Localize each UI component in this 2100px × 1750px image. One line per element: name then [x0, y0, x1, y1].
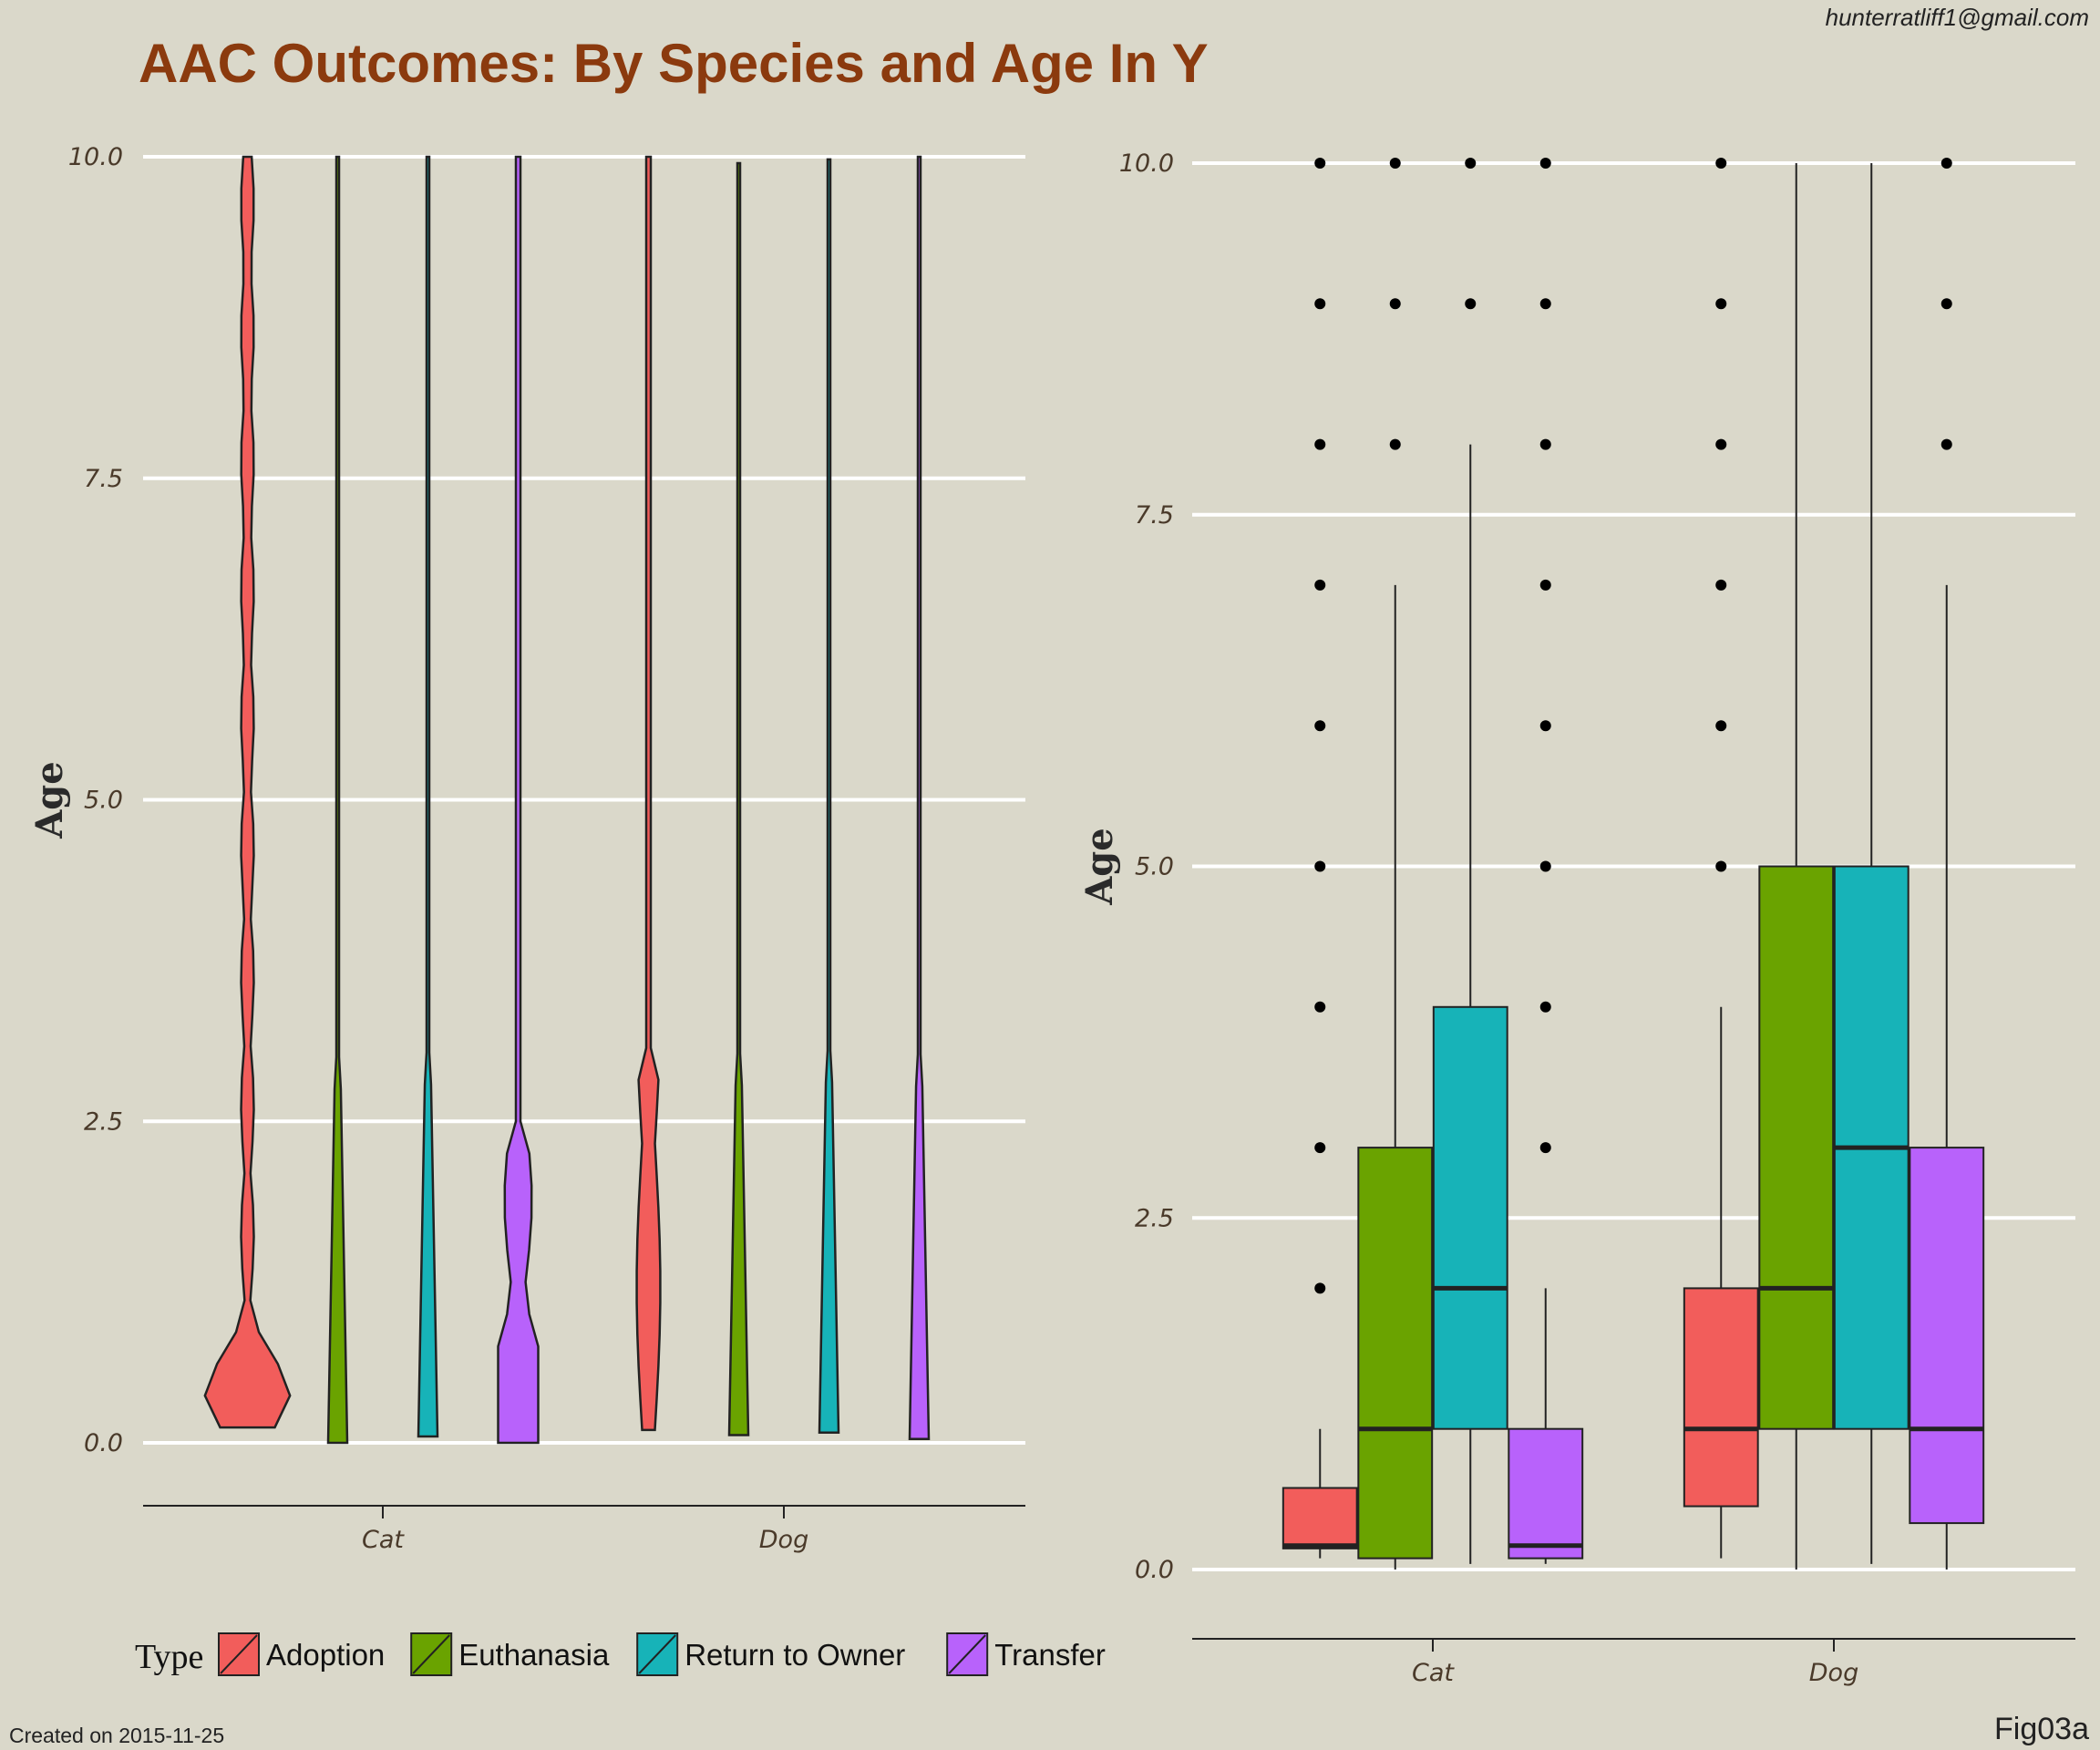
violin-cat-return-to-owner	[417, 155, 439, 1438]
legend-label: Adoption	[266, 1638, 385, 1672]
y-tick-label: 7.5	[84, 465, 123, 493]
outlier-point	[1940, 158, 1952, 169]
violin-cat-transfer	[497, 155, 540, 1445]
legend-label: Return to Owner	[685, 1638, 905, 1672]
box-body	[1432, 1005, 1508, 1430]
y-tick-label: 0.0	[84, 1429, 123, 1457]
legend-item-euthanasia: Euthanasia	[410, 1632, 610, 1676]
outlier-point	[1314, 1001, 1326, 1013]
x-tick-label: Dog	[759, 1526, 808, 1554]
outlier-point	[1715, 860, 1727, 872]
box-cat-return-to-owner	[1432, 158, 1508, 1564]
outlier-point	[1715, 298, 1727, 310]
outlier-point	[1314, 438, 1326, 450]
box-body	[1758, 865, 1835, 1430]
outlier-point	[1940, 298, 1952, 310]
box-body	[1909, 1147, 1985, 1525]
y-tick-label: 2.5	[1135, 1204, 1174, 1232]
box-dog-euthanasia	[1758, 163, 1835, 1570]
box-body	[1282, 1487, 1358, 1549]
box-body	[1508, 1427, 1584, 1560]
outlier-point	[1389, 158, 1401, 169]
violin-cat-euthanasia	[326, 155, 349, 1445]
chart-title: AAC Outcomes: By Species and Age In Y	[139, 33, 1209, 94]
outlier-point	[1539, 298, 1551, 310]
outlier-point	[1539, 860, 1551, 872]
violin-dog-adoption	[635, 155, 662, 1432]
violin-y-axis-label: Age	[28, 761, 71, 839]
y-tick-label: 10.0	[1119, 149, 1174, 178]
box-dog-adoption	[1683, 158, 1759, 1559]
violin-cat-adoption	[203, 155, 292, 1429]
outlier-point	[1715, 579, 1727, 591]
y-tick-label: 10.0	[68, 143, 123, 171]
legend: Type Adoption Euthanasia Return to Owner Tr…	[135, 1632, 1106, 1676]
outlier-point	[1314, 720, 1326, 732]
x-tick-label: Cat	[1412, 1659, 1455, 1687]
box-body	[1357, 1147, 1434, 1560]
violin-gridlines: 0.0 2.5 5.0 7.5 10.0	[68, 143, 1025, 1457]
violin-dog-return-to-owner	[818, 158, 840, 1434]
outlier-point	[1314, 1142, 1326, 1154]
box-body	[1683, 1287, 1759, 1508]
outlier-point	[1539, 1142, 1551, 1154]
outlier-point	[1314, 579, 1326, 591]
violin-dog-transfer	[908, 155, 931, 1441]
boxplot-y-axis-label: Age	[1078, 828, 1121, 905]
x-tick-label: Dog	[1809, 1659, 1858, 1687]
legend-item-transfer: Transfer	[946, 1632, 1106, 1676]
outlier-point	[1715, 438, 1727, 450]
legend-swatch-slash	[638, 1634, 676, 1674]
outlier-point	[1715, 720, 1727, 732]
created-date: Created on 2015-11-25	[9, 1724, 224, 1747]
outlier-point	[1314, 1282, 1326, 1294]
figure-id: Fig03a	[1994, 1712, 2089, 1746]
y-tick-label: 2.5	[84, 1107, 123, 1136]
legend-item-adoption: Adoption	[218, 1632, 385, 1676]
outlier-point	[1539, 438, 1551, 450]
outlier-point	[1539, 579, 1551, 591]
legend-swatch-slash	[220, 1634, 258, 1674]
legend-item-return-to-owner: Return to Owner	[636, 1632, 905, 1676]
outlier-point	[1389, 438, 1401, 450]
outlier-point	[1539, 720, 1551, 732]
violin-panel: 0.0 2.5 5.0 7.5 10.0 Cat Dog Age	[28, 143, 1025, 1554]
y-tick-label: 7.5	[1135, 501, 1174, 530]
outlier-point	[1465, 158, 1477, 169]
boxplot-panel: 0.0 2.5 5.0 7.5 10.0 Cat Dog Age	[1078, 149, 2075, 1687]
y-tick-label: 0.0	[1135, 1556, 1174, 1584]
legend-title: Type	[135, 1638, 203, 1676]
boxplot-x-axis: Cat Dog	[1192, 1638, 2075, 1687]
legend-label: Transfer	[994, 1638, 1106, 1672]
outlier-point	[1314, 298, 1326, 310]
x-tick-label: Cat	[362, 1526, 405, 1554]
legend-swatch-slash	[412, 1634, 450, 1674]
box-dog-return-to-owner	[1833, 163, 1910, 1564]
y-tick-label: 5.0	[1135, 853, 1174, 881]
outlier-point	[1539, 1001, 1551, 1013]
outlier-point	[1940, 438, 1952, 450]
box-cat-transfer	[1508, 158, 1584, 1564]
outlier-point	[1715, 158, 1727, 169]
y-tick-label: 5.0	[84, 787, 123, 815]
boxplot-marks	[1282, 158, 1985, 1570]
outlier-point	[1465, 298, 1477, 310]
box-cat-adoption	[1282, 158, 1358, 1559]
author-email: hunterratliff1@gmail.com	[1826, 4, 2089, 31]
outlier-point	[1539, 158, 1551, 169]
outlier-point	[1314, 158, 1326, 169]
outlier-point	[1389, 298, 1401, 310]
outlier-point	[1314, 860, 1326, 872]
violin-dog-euthanasia	[727, 161, 750, 1436]
legend-label: Euthanasia	[458, 1638, 610, 1672]
box-dog-transfer	[1909, 158, 1985, 1570]
legend-swatch-slash	[948, 1634, 986, 1674]
violin-x-axis: Cat Dog	[143, 1505, 1025, 1554]
box-cat-euthanasia	[1357, 158, 1434, 1570]
violin-marks	[203, 155, 931, 1445]
